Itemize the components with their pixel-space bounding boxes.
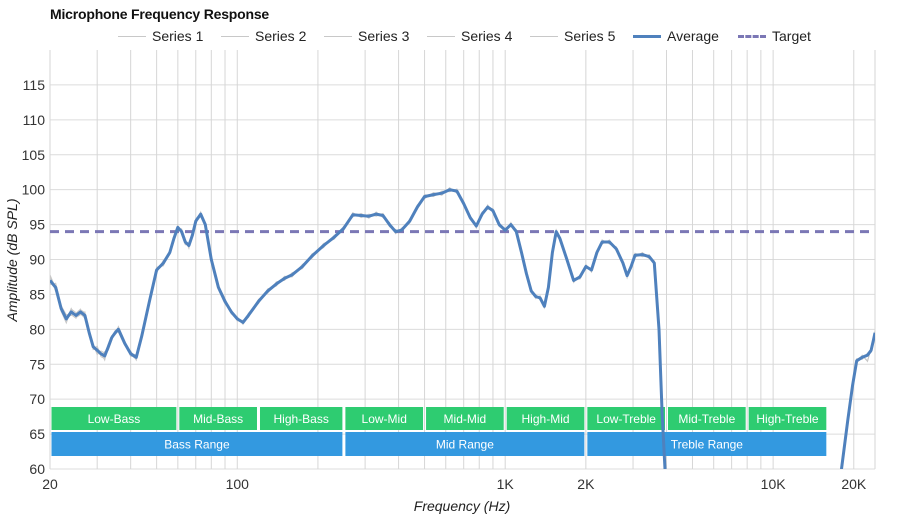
frequency-bands: Low-Bass Mid-Bass High-Bass Low-Mid Mid-Mid H… bbox=[51, 407, 827, 456]
x-axis-label: Frequency (Hz) bbox=[414, 498, 510, 514]
band-rect bbox=[259, 407, 343, 430]
y-tick-label: 110 bbox=[23, 112, 46, 128]
average-line bbox=[50, 188, 875, 469]
band-label: Low-Treble bbox=[596, 412, 656, 426]
band-label: Mid-Bass bbox=[193, 412, 243, 426]
band-rect bbox=[345, 432, 585, 456]
legend-item[interactable]: Average bbox=[633, 27, 719, 45]
band-label: Mid Range bbox=[436, 438, 494, 452]
band-rect bbox=[587, 432, 827, 456]
band-label: Treble Range bbox=[671, 438, 744, 452]
y-tick-label: 90 bbox=[29, 252, 45, 268]
average-line-group bbox=[50, 188, 875, 469]
legend-item[interactable]: Series 5 bbox=[530, 27, 615, 45]
band-rect bbox=[51, 432, 343, 456]
y-tick-label: 105 bbox=[22, 147, 46, 163]
chart-title: Microphone Frequency Response bbox=[50, 6, 270, 22]
legend-swatch bbox=[324, 35, 352, 37]
legend-swatch bbox=[221, 35, 249, 37]
band-rect bbox=[668, 407, 746, 430]
x-tick-label: 20K bbox=[841, 476, 867, 492]
y-axis-ticks: 60 65 70 75 80 85 90 95 100 105 110 115 bbox=[22, 77, 46, 477]
legend-item[interactable]: Series 1 bbox=[118, 27, 203, 45]
band-label: Bass Range bbox=[164, 438, 230, 452]
legend-item[interactable]: Series 3 bbox=[324, 27, 409, 45]
x-tick-label: 20 bbox=[42, 476, 58, 492]
band-rect bbox=[51, 407, 177, 430]
y-tick-label: 75 bbox=[29, 356, 45, 372]
legend-label: Series 2 bbox=[255, 28, 307, 44]
legend-label: Series 1 bbox=[152, 28, 204, 44]
band-label: Low-Mid bbox=[362, 412, 407, 426]
y-tick-label: 80 bbox=[29, 321, 45, 337]
legend-item[interactable]: Series 4 bbox=[427, 27, 512, 45]
y-tick-label: 115 bbox=[23, 77, 46, 93]
band-rect bbox=[179, 407, 257, 430]
y-tick-label: 70 bbox=[29, 391, 45, 407]
y-tick-label: 95 bbox=[29, 217, 45, 233]
x-tick-label: 2K bbox=[577, 476, 595, 492]
band-rect bbox=[587, 407, 666, 430]
legend-label: Series 3 bbox=[358, 28, 410, 44]
band-rect bbox=[345, 407, 424, 430]
x-axis-ticks: 20 100 1K 2K 10K 20K bbox=[42, 476, 867, 492]
legend-item[interactable]: Series 2 bbox=[221, 27, 306, 45]
y-axis-label: Amplitude (dB SPL) bbox=[4, 199, 20, 323]
band-label: Low-Bass bbox=[88, 412, 141, 426]
legend-swatch bbox=[738, 34, 766, 38]
x-tick-label: 100 bbox=[226, 476, 250, 492]
band-label: High-Mid bbox=[522, 412, 570, 426]
legend-label: Average bbox=[667, 28, 719, 44]
legend-swatch bbox=[427, 35, 455, 37]
band-label: High-Treble bbox=[756, 412, 819, 426]
legend-swatch bbox=[633, 34, 661, 38]
y-tick-label: 65 bbox=[29, 426, 45, 442]
chart-legend: Series 1 Series 2 Series 3 Series 4 Series 5… bbox=[0, 27, 900, 45]
x-tick-label: 1K bbox=[497, 476, 515, 492]
y-tick-label: 85 bbox=[29, 286, 45, 302]
band-label: Mid-Treble bbox=[678, 412, 735, 426]
band-rect bbox=[748, 407, 827, 430]
legend-swatch bbox=[530, 35, 558, 37]
legend-item[interactable]: Target bbox=[738, 27, 811, 45]
y-tick-label: 60 bbox=[29, 461, 45, 477]
band-rect bbox=[426, 407, 504, 430]
legend-label: Series 4 bbox=[461, 28, 513, 44]
y-tick-label: 100 bbox=[22, 182, 46, 198]
band-label: High-Bass bbox=[274, 412, 329, 426]
legend-swatch bbox=[118, 35, 146, 37]
band-rect bbox=[506, 407, 585, 430]
band-label: Mid-Mid bbox=[444, 412, 487, 426]
legend-label: Series 5 bbox=[564, 28, 616, 44]
x-tick-label: 10K bbox=[761, 476, 787, 492]
legend-label: Target bbox=[772, 28, 811, 44]
chart-grid bbox=[49, 50, 876, 470]
